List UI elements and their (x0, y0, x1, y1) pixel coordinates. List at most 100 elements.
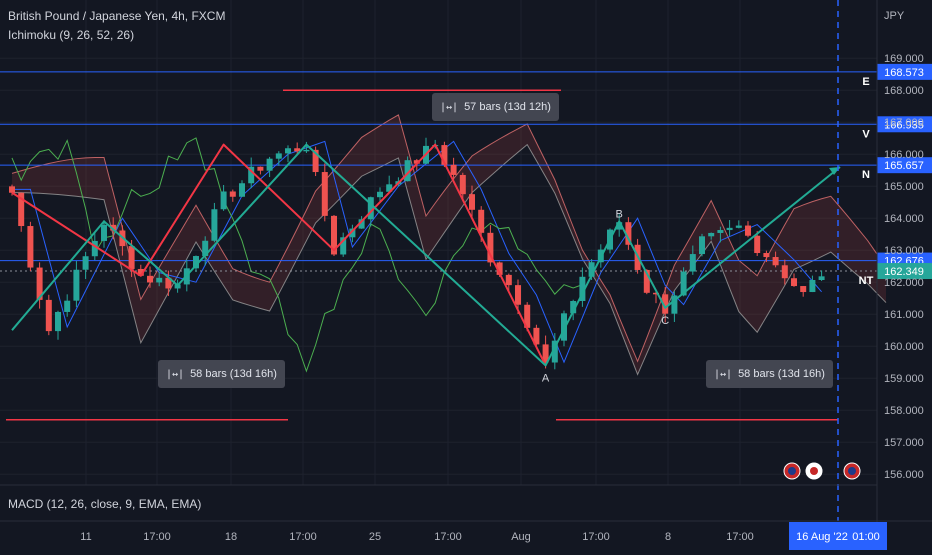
candle-body (367, 197, 374, 220)
candle-body (708, 232, 715, 237)
time-tick-label: 17:00 (434, 531, 462, 543)
candle-body (800, 286, 807, 293)
candle (202, 236, 209, 266)
level-tag: NT (859, 275, 874, 287)
wave-label: A (542, 372, 550, 384)
candle-body (781, 265, 788, 279)
candle-body (294, 148, 301, 152)
level-price-label: 166.935 (884, 119, 924, 131)
indicator-legend-macd[interactable]: MACD (12, 26, close, 9, EMA, EMA) (8, 497, 202, 511)
candle-body (257, 166, 264, 171)
candle (708, 232, 715, 240)
candle (377, 187, 383, 203)
time-tick-label: 8 (665, 531, 671, 543)
candle (754, 231, 761, 256)
candle (193, 255, 199, 272)
candle-body (321, 172, 328, 216)
candle-body (110, 224, 117, 231)
candle (689, 245, 696, 275)
candle (533, 324, 540, 346)
price-tick-label: 167.000 (884, 117, 924, 129)
candle-body (754, 235, 761, 254)
candle (551, 333, 558, 370)
candle-body (55, 311, 61, 332)
bar-count-label-top[interactable]: |↔| 57 bars (13d 12h) (432, 93, 559, 121)
candle-body (551, 340, 558, 363)
time-tick-label: 17:00 (143, 531, 171, 543)
candle-body (9, 186, 15, 193)
candle (386, 175, 393, 193)
candle-body (340, 237, 347, 255)
candle-body (515, 285, 521, 305)
candle (321, 163, 328, 222)
candle-body (413, 160, 420, 164)
time-tick-label: 25 (369, 531, 381, 543)
bar-count-text: 58 bars (13d 16h) (738, 368, 825, 380)
candle-body (285, 148, 291, 154)
level-tag: V (862, 128, 870, 140)
candle-body (358, 219, 365, 229)
bar-count-label-left[interactable]: |↔| 58 bars (13d 16h) (158, 360, 285, 388)
bar-count-text: 57 bars (13d 12h) (464, 101, 551, 113)
indicator-legend-ichimoku[interactable]: Ichimoku (9, 26, 52, 26) (8, 28, 135, 42)
candle-body (229, 191, 236, 197)
candle (450, 157, 457, 180)
event-flag-inner (848, 467, 856, 475)
candle (726, 220, 733, 236)
lagging-span (11, 137, 583, 373)
time-tick-label: Aug (511, 531, 531, 543)
candle (220, 184, 227, 211)
candle-body (726, 227, 733, 231)
candle (340, 232, 347, 257)
candle-body (137, 268, 144, 276)
candle (266, 156, 273, 178)
candle-body (717, 230, 724, 233)
candle (404, 156, 411, 182)
price-tick-label: 161.000 (884, 309, 924, 321)
candle-body (64, 300, 71, 312)
event-flag-icon (843, 462, 861, 480)
candle-body (220, 191, 227, 210)
candle (791, 273, 797, 287)
candle-body (266, 158, 273, 171)
candle-body (404, 160, 411, 182)
candle (239, 180, 245, 197)
price-tick-label: 159.000 (884, 373, 924, 385)
candle (809, 275, 816, 293)
candle (699, 233, 705, 257)
candle-body (303, 149, 310, 152)
candle-body (349, 228, 356, 238)
candle (257, 166, 264, 175)
bar-count-label-right[interactable]: |↔| 58 bars (13d 16h) (706, 360, 833, 388)
candle (147, 266, 153, 288)
candle-body (588, 262, 595, 277)
candle (64, 294, 71, 317)
candle (542, 335, 549, 369)
candle (717, 226, 724, 243)
base-line (12, 140, 822, 364)
candle-body (469, 194, 475, 210)
candle (781, 259, 788, 285)
candle-body (202, 240, 209, 257)
candle-body (561, 313, 567, 341)
symbol-title[interactable]: British Pound / Japanese Yen, 4h, FXCM (8, 9, 226, 23)
candle-body (275, 153, 282, 159)
candle (248, 157, 255, 189)
candle (505, 273, 512, 293)
swing-path-green (11, 143, 841, 367)
candle-body (82, 256, 89, 270)
event-flag-icon (805, 462, 823, 480)
event-flag-inner (788, 467, 796, 475)
candle (735, 220, 742, 229)
candle-body (165, 277, 172, 289)
candle (211, 202, 218, 243)
currency-label: JPY (884, 10, 905, 22)
price-tick-label: 163.000 (884, 245, 924, 257)
candle-body (45, 299, 52, 332)
level-price-badge (877, 157, 932, 174)
event-flag-icon (783, 462, 801, 480)
candle (579, 267, 586, 307)
candle-body (174, 284, 181, 289)
